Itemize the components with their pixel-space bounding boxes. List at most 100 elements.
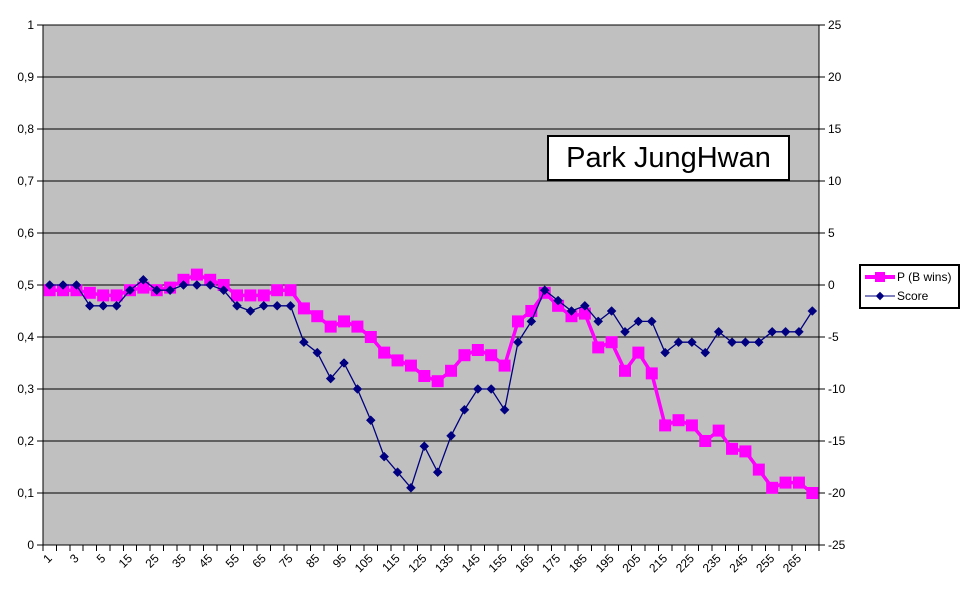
marker-diamond: [165, 285, 175, 296]
marker-square: [364, 331, 377, 343]
marker-diamond: [606, 306, 617, 316]
x-axis-label: 55: [223, 551, 243, 571]
legend: P (B wins) Score: [859, 264, 960, 309]
marker-diamond: [580, 300, 590, 311]
marker-square: [378, 346, 391, 359]
x-axis-label: 45: [196, 551, 216, 571]
x-axis-label: 235: [700, 551, 724, 575]
y-axis-right-label: 20: [828, 70, 842, 84]
marker-square: [43, 284, 56, 297]
x-axis-label: 145: [459, 551, 483, 575]
marker-diamond: [178, 280, 189, 290]
x-axis-label: 215: [646, 551, 670, 575]
marker-square: [83, 286, 96, 299]
marker-square: [57, 284, 70, 297]
marker-diamond: [646, 316, 657, 327]
marker-square: [324, 320, 337, 333]
x-axis-label: 245: [726, 551, 750, 575]
marker-diamond: [753, 337, 764, 348]
marker-diamond: [566, 306, 577, 316]
marker-square: [338, 315, 351, 328]
y-axis-left-label: 0,2: [17, 434, 34, 448]
marker-diamond: [807, 306, 818, 316]
marker-diamond: [593, 316, 604, 327]
y-axis-right-label: -15: [828, 434, 846, 448]
marker-square: [498, 359, 511, 372]
marker-square: [231, 289, 243, 302]
marker-diamond: [539, 285, 550, 296]
marker-diamond: [98, 300, 109, 311]
marker-diamond: [58, 280, 68, 290]
marker-diamond: [84, 300, 95, 311]
marker-diamond: [553, 295, 563, 306]
marker-diamond: [312, 347, 323, 358]
marker-diamond: [446, 430, 456, 441]
marker-square: [645, 367, 658, 380]
marker-square: [672, 414, 685, 427]
marker-square: [471, 344, 484, 356]
chart-title-box: Park JungHwan: [547, 135, 790, 181]
marker-square: [685, 419, 698, 432]
x-axis-label: 5: [94, 551, 109, 566]
marker-square: [605, 336, 618, 349]
marker-square: [712, 424, 725, 437]
x-axis-label: 205: [619, 551, 643, 575]
marker-square: [351, 320, 364, 333]
marker-diamond: [245, 306, 256, 316]
y-axis-right-label: -5: [828, 330, 839, 344]
marker-square: [431, 375, 444, 388]
marker-diamond: [459, 404, 470, 415]
y-axis-left-label: 0,3: [17, 382, 34, 396]
marker-diamond: [365, 415, 376, 426]
marker-diamond: [700, 347, 711, 358]
legend-label: P (B wins): [897, 270, 952, 285]
marker-diamond: [727, 337, 737, 348]
marker-square: [578, 307, 591, 320]
x-axis-label: 195: [593, 551, 617, 575]
x-axis-label: 85: [303, 551, 323, 571]
marker-diamond: [71, 280, 82, 290]
y-axis-right-label: -10: [828, 382, 846, 396]
marker-square: [592, 341, 605, 354]
x-axis-label: 135: [432, 551, 456, 575]
y-axis-left-label: 0,1: [17, 486, 34, 500]
marker-square: [445, 364, 458, 377]
marker-diamond: [125, 285, 135, 296]
marker-square: [726, 442, 739, 455]
marker-square: [97, 289, 110, 302]
x-axis-label: 75: [276, 551, 296, 571]
legend-item-score: Score: [865, 287, 954, 306]
x-axis-label: 95: [330, 551, 350, 571]
marker-diamond: [325, 373, 336, 384]
y-axis-right-label: 5: [828, 226, 835, 240]
marker-diamond: [713, 326, 724, 337]
marker-square: [217, 279, 230, 291]
marker-diamond: [138, 274, 149, 285]
y-axis-left-label: 0: [27, 538, 34, 552]
marker-square: [137, 281, 150, 294]
y-axis-right-label: 10: [828, 174, 842, 188]
y-axis-right-label: -25: [828, 538, 846, 552]
x-axis-label: 1: [40, 551, 55, 566]
x-axis-label: 155: [486, 551, 510, 575]
x-axis-label: 175: [539, 551, 563, 575]
marker-square: [257, 289, 270, 302]
marker-square: [699, 435, 712, 447]
marker-diamond: [151, 285, 162, 296]
x-axis-label: 65: [250, 551, 270, 571]
x-axis-label: 255: [753, 551, 777, 575]
legend-item-p-b-wins: P (B wins): [865, 268, 954, 287]
marker-diamond: [673, 337, 684, 348]
marker-diamond: [740, 337, 751, 348]
marker-square: [619, 364, 631, 377]
y-axis-left-label: 0,5: [17, 278, 34, 292]
marker-square: [752, 463, 765, 476]
y-axis-right-label: 25: [828, 18, 842, 32]
marker-square: [204, 273, 217, 286]
marker-square: [110, 289, 123, 302]
marker-diamond: [299, 337, 309, 348]
series-line-p-b-wins: [49, 272, 814, 495]
marker-diamond: [285, 300, 296, 311]
x-axis-label: 225: [673, 551, 697, 575]
